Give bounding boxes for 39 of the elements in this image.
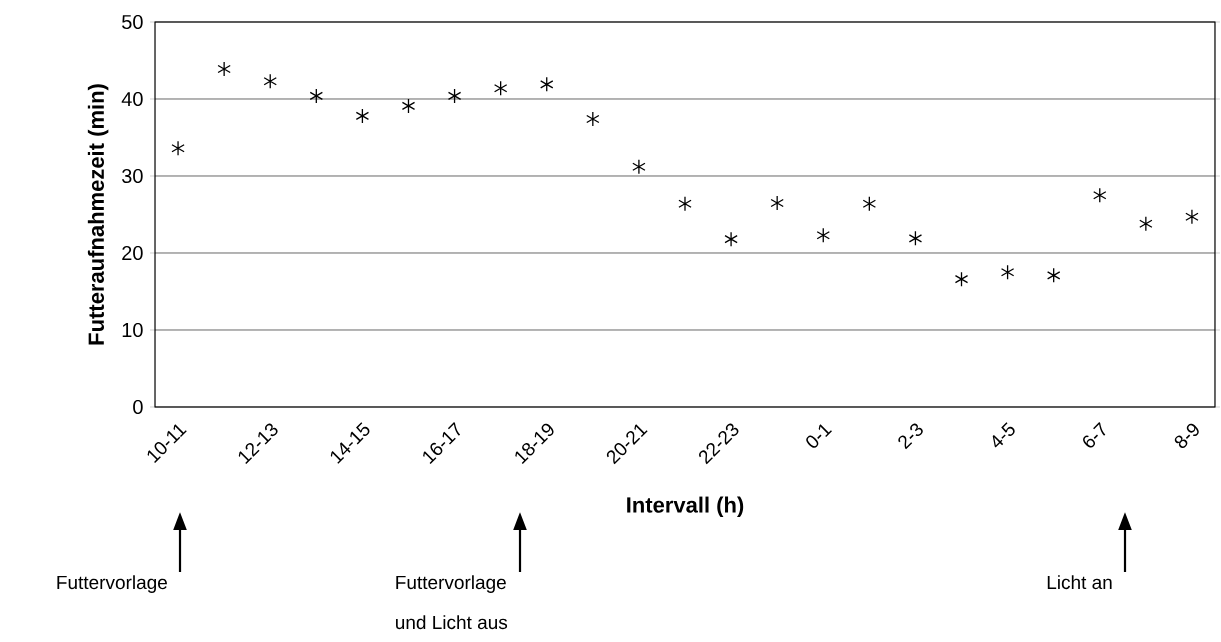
point xyxy=(908,230,923,247)
y-tick-label: 20 xyxy=(122,245,143,261)
point xyxy=(493,80,508,96)
x-tick-label: 6-7 xyxy=(1083,422,1106,448)
point xyxy=(540,76,554,93)
point xyxy=(1000,264,1015,280)
x-tick-label: 4-5 xyxy=(992,422,1015,448)
text: Licht an xyxy=(1047,575,1112,590)
point xyxy=(724,231,738,247)
y-tick-label: 40 xyxy=(121,91,143,107)
y-tick-label: 30 xyxy=(122,168,143,184)
y-tick-label: 0 xyxy=(133,399,143,415)
point xyxy=(447,88,462,104)
point xyxy=(586,111,600,127)
x-tick-label: 8-9 xyxy=(1174,423,1199,449)
x-axis-title: Intervall (h) xyxy=(627,496,744,518)
point xyxy=(954,271,969,287)
point xyxy=(309,88,324,104)
point xyxy=(401,98,416,114)
text: Futtervorlage xyxy=(57,575,167,593)
point xyxy=(816,227,830,243)
point xyxy=(1093,187,1107,203)
point xyxy=(1139,216,1153,232)
point xyxy=(355,108,370,124)
point xyxy=(1046,267,1061,283)
y-tick-label: 50 xyxy=(122,14,143,30)
point xyxy=(678,196,692,212)
point xyxy=(632,159,646,175)
point xyxy=(217,61,231,77)
point xyxy=(1185,209,1199,225)
point xyxy=(171,140,185,156)
y-tick-label: 10 xyxy=(122,322,143,338)
y-axis-title: Futteraufnahmezeit (min) xyxy=(87,84,109,345)
point xyxy=(263,73,277,89)
text: Futtervorlage und Licht aus xyxy=(396,575,508,630)
x-tick-label: 0-1 xyxy=(806,424,832,448)
point xyxy=(770,195,784,211)
point xyxy=(862,196,877,212)
x-tick-label: 2-3 xyxy=(898,423,923,450)
